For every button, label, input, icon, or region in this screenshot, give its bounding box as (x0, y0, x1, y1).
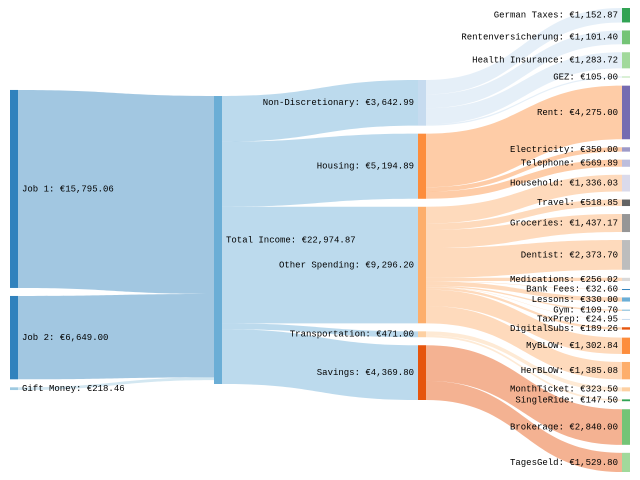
node-label: TagesGeld: €1,529.80 (510, 458, 618, 468)
node-label: Lessons: €330.00 (532, 295, 618, 305)
node-label: GEZ: €105.00 (553, 72, 618, 82)
link (426, 76, 622, 126)
node-label: Medications: €256.02 (510, 275, 618, 285)
node (622, 30, 630, 45)
link (426, 281, 622, 302)
node (10, 295, 18, 380)
link (426, 52, 622, 125)
node (622, 399, 630, 402)
node (622, 277, 630, 282)
node-label: DigitalSubs: €189.26 (510, 324, 618, 334)
link (426, 199, 622, 231)
node (418, 80, 426, 126)
link (426, 345, 622, 445)
link (426, 305, 622, 380)
node-label: HerBLOW: €1,385.08 (521, 366, 618, 376)
node-label: Dentist: €2,373.70 (521, 250, 618, 260)
node (418, 133, 426, 199)
link (222, 133, 418, 207)
node-label: Rent: €4,275.00 (537, 108, 618, 118)
node-label: Groceries: €1,437.17 (510, 218, 618, 228)
node (622, 318, 630, 320)
node (418, 345, 426, 400)
links (18, 8, 622, 472)
node (622, 361, 630, 380)
node (622, 8, 630, 23)
node (418, 331, 426, 338)
node-label: Savings: €4,369.80 (317, 368, 414, 378)
link (426, 159, 622, 199)
link (18, 377, 214, 391)
link (426, 240, 622, 278)
node-label: Health Insurance: €1,283.72 (472, 56, 618, 66)
node (622, 147, 630, 152)
link (426, 331, 622, 392)
node (622, 297, 630, 302)
link (426, 380, 622, 472)
node (622, 327, 630, 330)
node (622, 387, 630, 392)
link (426, 147, 622, 192)
node (622, 159, 630, 167)
link (426, 174, 622, 224)
link (426, 287, 622, 330)
node-label: Gym: €109.70 (553, 306, 618, 316)
node-label: German Taxes: €1,152.87 (494, 11, 618, 21)
link (426, 286, 622, 320)
node-label: Travel: €518.85 (537, 198, 618, 208)
link (426, 285, 622, 311)
link (426, 289, 622, 354)
node-label: Telephone: €569.89 (521, 159, 618, 169)
node-label: SingleRide: €147.50 (515, 396, 618, 406)
node-label: MyBLOW: €1,302.84 (526, 341, 618, 351)
node-label: Total Income: €22,974.87 (226, 235, 356, 245)
link (426, 8, 622, 95)
node-label: Transportation: €471.00 (290, 330, 414, 340)
node-label: Brokerage: €2,840.00 (510, 422, 618, 432)
node-label: Other Spending: €9,296.20 (279, 260, 414, 270)
node (622, 214, 630, 233)
link (18, 89, 214, 294)
node (622, 199, 630, 207)
link (426, 214, 622, 249)
link (18, 293, 214, 380)
node-label: Job 1: €15,795.06 (22, 184, 114, 194)
node (622, 337, 630, 354)
node (622, 52, 630, 69)
link (426, 277, 622, 282)
node-label: Electricity: €350.00 (510, 145, 618, 155)
link (222, 329, 418, 400)
nodes: Job 1: €15,795.06 Job 2: €6,649.00 Gift Mo… (10, 8, 630, 472)
node (622, 85, 630, 140)
node-label: Gift Money: €218.46 (22, 384, 125, 394)
node-label: Job 2: €6,649.00 (22, 333, 108, 343)
node (622, 240, 630, 270)
node (10, 387, 18, 391)
link (426, 335, 622, 402)
node (214, 96, 222, 384)
node-label: Household: €1,336.03 (510, 179, 618, 189)
link (222, 206, 418, 324)
node-label: MonthTicket: €323.50 (510, 385, 618, 395)
link (426, 281, 622, 290)
node-label: TaxPrep: €24.95 (537, 314, 618, 324)
node-label: Non-Discretionary: €3,642.99 (263, 98, 414, 108)
node-label: Rentenversicherung: €1,101.40 (461, 33, 618, 43)
node (622, 76, 630, 78)
node (10, 89, 18, 288)
node (622, 409, 630, 445)
link (426, 85, 622, 188)
node-label: Bank Fees: €32.60 (526, 285, 618, 295)
node (418, 206, 426, 324)
node (622, 289, 630, 291)
link (426, 30, 622, 109)
node (622, 452, 630, 472)
node (622, 174, 630, 192)
link (222, 323, 418, 338)
link (222, 80, 418, 142)
node (622, 309, 630, 311)
node-label: Housing: €5,194.89 (317, 162, 414, 172)
